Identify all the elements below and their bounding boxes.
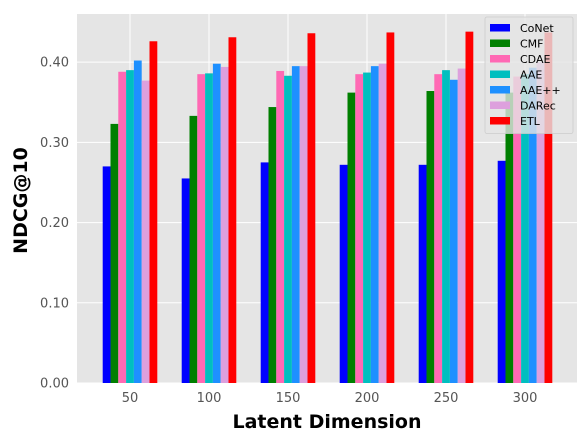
bar-etl-50 <box>149 41 158 383</box>
legend-swatch <box>490 55 510 63</box>
bar-aae-250 <box>442 70 450 384</box>
legend-label: AAE++ <box>520 84 561 97</box>
y-tick-label: 0.10 <box>40 296 69 311</box>
bar-etl-150 <box>307 33 316 384</box>
bar-darec-300 <box>536 62 545 384</box>
y-axis-label: NDCG@10 <box>10 147 32 254</box>
y-tick-label: 0.00 <box>40 377 69 392</box>
x-tick-label: 100 <box>197 391 222 406</box>
bar-conet-100 <box>181 178 190 383</box>
bars <box>102 31 553 384</box>
x-axis-label: Latent Dimension <box>232 411 421 433</box>
bar-darec-100 <box>220 66 229 383</box>
legend: CoNet CMF CDAE AAE AAE++ DARec ETL <box>484 16 574 134</box>
legend-label: CMF <box>520 38 544 51</box>
bar-darec-250 <box>457 68 466 384</box>
bar-aae-300 <box>521 74 529 384</box>
legend-label: CoNet <box>520 22 554 35</box>
bar-cdae-150 <box>276 70 285 383</box>
legend-label: DARec <box>520 100 556 113</box>
bar-cdae-50 <box>118 71 127 383</box>
bar-darec-50 <box>141 80 150 383</box>
bar-conet-200 <box>339 164 348 383</box>
bar-aae--200 <box>370 66 379 384</box>
bar-cmf-250 <box>426 91 435 383</box>
legend-label: ETL <box>520 115 541 128</box>
bar-etl-250 <box>465 31 474 383</box>
legend-label: AAE <box>520 69 542 82</box>
legend-swatch <box>490 70 510 78</box>
bar-aae--50 <box>133 60 142 383</box>
bar-aae--300 <box>528 67 537 383</box>
bar-etl-100 <box>228 37 237 384</box>
legend-swatch <box>490 101 510 109</box>
bar-conet-250 <box>418 164 427 383</box>
bar-cdae-100 <box>197 74 206 384</box>
bar-etl-300 <box>544 32 553 383</box>
bar-cmf-100 <box>189 115 198 383</box>
y-tick-label: 0.40 <box>40 56 69 71</box>
bar-conet-150 <box>260 162 269 383</box>
bar-aae--100 <box>212 63 221 384</box>
bar-etl-200 <box>386 32 395 383</box>
legend-swatch <box>490 117 510 125</box>
bar-cmf-150 <box>268 107 277 383</box>
bar-cmf-300 <box>505 92 514 384</box>
bar-cmf-200 <box>347 92 356 384</box>
x-tick-label: 300 <box>513 391 538 406</box>
bar-cdae-200 <box>355 74 364 384</box>
bar-darec-150 <box>299 66 308 384</box>
y-tick-label: 0.30 <box>40 136 69 151</box>
x-tick-labels: 50 100 150 200 250 300 <box>122 391 538 406</box>
y-tick-labels: 0.00 0.10 0.20 0.30 0.40 <box>40 56 69 392</box>
legend-swatch <box>490 86 510 94</box>
x-tick-label: 50 <box>122 391 139 406</box>
bar-aae-150 <box>284 75 292 383</box>
bar-aae-100 <box>205 73 213 383</box>
x-tick-label: 200 <box>355 391 380 406</box>
x-tick-label: 150 <box>276 391 301 406</box>
legend-label: CDAE <box>520 53 550 66</box>
bar-cmf-50 <box>110 123 119 383</box>
x-tick-label: 250 <box>434 391 459 406</box>
bar-darec-200 <box>378 63 387 384</box>
bar-cdae-300 <box>513 76 522 383</box>
y-tick-label: 0.20 <box>40 216 69 231</box>
bar-aae--250 <box>449 79 458 383</box>
bar-aae-200 <box>363 72 371 384</box>
legend-swatch <box>490 24 510 32</box>
bar-aae-50 <box>126 70 134 384</box>
bar-aae--150 <box>291 66 300 384</box>
bar-conet-300 <box>497 160 506 383</box>
legend-swatch <box>490 39 510 47</box>
bar-conet-50 <box>102 166 111 383</box>
bar-cdae-250 <box>434 74 443 384</box>
